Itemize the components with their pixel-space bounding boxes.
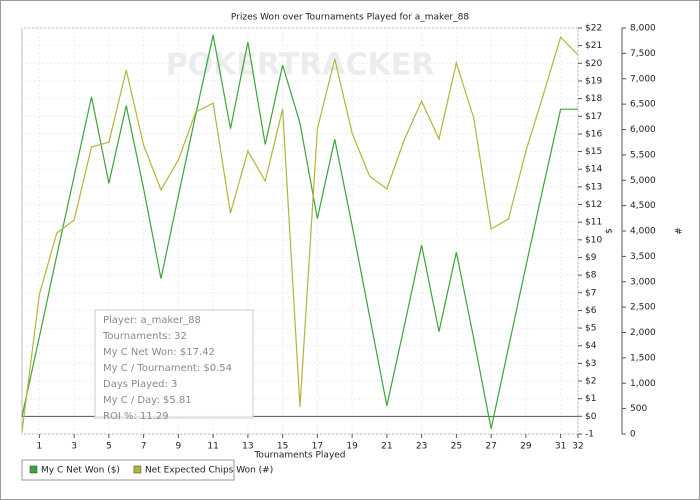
x-tick-label: 3 [71, 442, 77, 452]
y-tick-label: $2 [585, 377, 596, 387]
legend-swatch [133, 465, 142, 474]
y-tick-label: $16 [585, 129, 602, 139]
info-line: Days Played: 3 [103, 379, 177, 390]
y-tick-label: $13 [585, 182, 602, 192]
x-tick-label: 25 [451, 442, 462, 452]
info-line: My C / Day: $5.81 [103, 395, 192, 406]
info-line: ROI %: 11.29 [103, 411, 169, 422]
x-tick-label: 32 [572, 442, 583, 452]
y2-tick-label: 4,000 [630, 227, 656, 237]
y2-tick-label: 5,000 [630, 176, 656, 186]
y2-tick-label: 6,000 [630, 125, 656, 135]
y2-tick-label: 3,000 [630, 277, 656, 287]
x-tick-label: 21 [381, 442, 392, 452]
x-tick-label: 23 [416, 442, 427, 452]
y-tick-label: $4 [585, 341, 597, 351]
y2-tick-label: 2,000 [630, 328, 656, 338]
y2-tick-label: 4,500 [630, 201, 656, 211]
series-line [21, 35, 579, 433]
y-tick-label: $14 [585, 165, 602, 175]
x-tick-label: 19 [346, 442, 358, 452]
x-tick-label: 29 [520, 442, 532, 452]
y-tick-label: $22 [585, 24, 602, 34]
y-tick-label: $17 [585, 112, 602, 122]
y2-tick-label: 1,000 [630, 379, 656, 389]
info-line: My C Net Won: $17.42 [103, 347, 215, 358]
x-tick-label: 17 [312, 442, 323, 452]
y-tick-label: $8 [585, 271, 597, 281]
x-tick-label: 9 [176, 442, 182, 452]
y-tick-label: $7 [585, 288, 596, 298]
y2-axis-label: # [675, 227, 685, 235]
y2-tick-label: 8,000 [630, 24, 656, 34]
y-tick-label: $12 [585, 200, 602, 210]
y-tick-label: $3 [585, 359, 596, 369]
y-tick-label: $15 [585, 147, 602, 157]
x-tick-label: 13 [242, 442, 253, 452]
y-tick-label: $6 [585, 306, 597, 316]
y2-tick-label: 7,000 [630, 74, 656, 84]
y-tick-label: $18 [585, 94, 602, 104]
chart-title: Prizes Won over Tournaments Played for a… [231, 13, 469, 23]
x-tick-label: 31 [555, 442, 566, 452]
y2-tick-label: 6,500 [630, 100, 656, 110]
x-tick-label: 15 [277, 442, 288, 452]
x-tick-label: 1 [37, 442, 43, 452]
y-tick-label: $20 [585, 59, 602, 69]
legend-label: My C Net Won ($) [41, 466, 120, 476]
y-tick-label: $19 [585, 76, 602, 86]
y2-tick-label: 5,500 [630, 150, 656, 160]
y-tick-label: $11 [585, 218, 602, 228]
watermark: POKERTRACKER [166, 48, 435, 83]
legend-label: Net Expected Chips Won (#) [145, 466, 273, 476]
info-line: Tournaments: 32 [102, 331, 187, 342]
y-tick-label: $1 [585, 394, 596, 404]
legend-swatch [29, 465, 38, 474]
x-tick-label: 27 [485, 442, 496, 452]
y2-tick-label: 500 [630, 404, 647, 414]
y-axis-label: $ [605, 228, 615, 234]
info-box [94, 309, 254, 419]
x-tick-label: 11 [207, 442, 218, 452]
y-tick-label: $5 [585, 324, 596, 334]
legend: My C Net Won ($) Net Expected Chips Won (… [29, 465, 273, 476]
y2-tick-label: 0 [630, 430, 636, 440]
y2-tick-label: 1,500 [630, 353, 656, 363]
x-tick-label: 7 [141, 442, 147, 452]
info-group: Player: a_maker_88 Tournaments: 32 My C Ne… [102, 315, 232, 422]
info-line: Player: a_maker_88 [103, 315, 201, 326]
info-line: My C / Tournament: $0.54 [103, 363, 232, 374]
y-tick-label: -1 [585, 430, 594, 440]
x-tick-label: 5 [106, 442, 112, 452]
y2-tick-label: 2,500 [630, 303, 656, 313]
x-axis-label: Tournaments Played [253, 451, 345, 461]
y-tick-label: $21 [585, 41, 602, 51]
y-tick-label: $9 [585, 253, 597, 263]
y-tick-label: $0 [585, 412, 597, 422]
series-line [21, 34, 578, 429]
y2-tick-label: 3,500 [630, 252, 656, 262]
y-tick-label: $10 [585, 235, 602, 245]
y2-tick-label: 7,500 [630, 49, 656, 59]
legend-box [21, 459, 235, 481]
